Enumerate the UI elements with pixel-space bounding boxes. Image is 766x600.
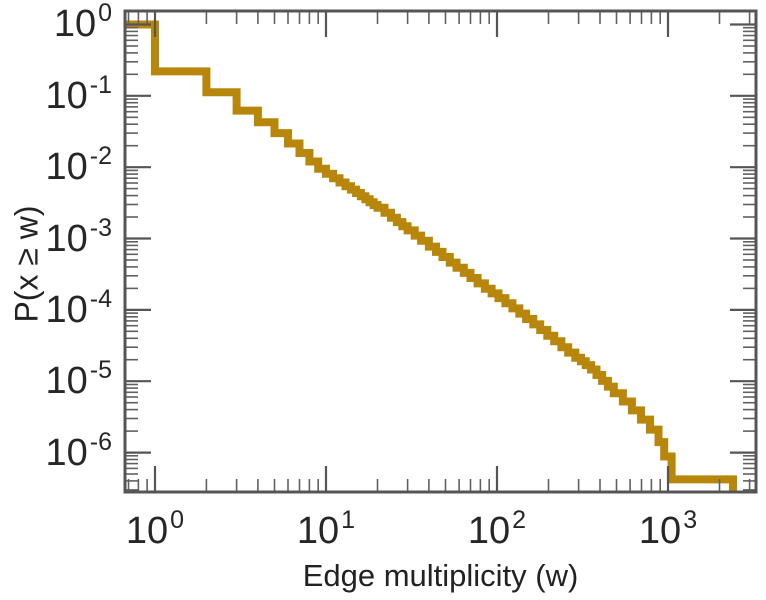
y-axis-title: P(x ≥ w) (8, 205, 45, 323)
tick-marks (125, 11, 756, 492)
x-axis-title: Edge multiplicity (w) (302, 558, 579, 593)
plot-frame (123, 9, 758, 494)
ccdf-curve (125, 20, 737, 492)
